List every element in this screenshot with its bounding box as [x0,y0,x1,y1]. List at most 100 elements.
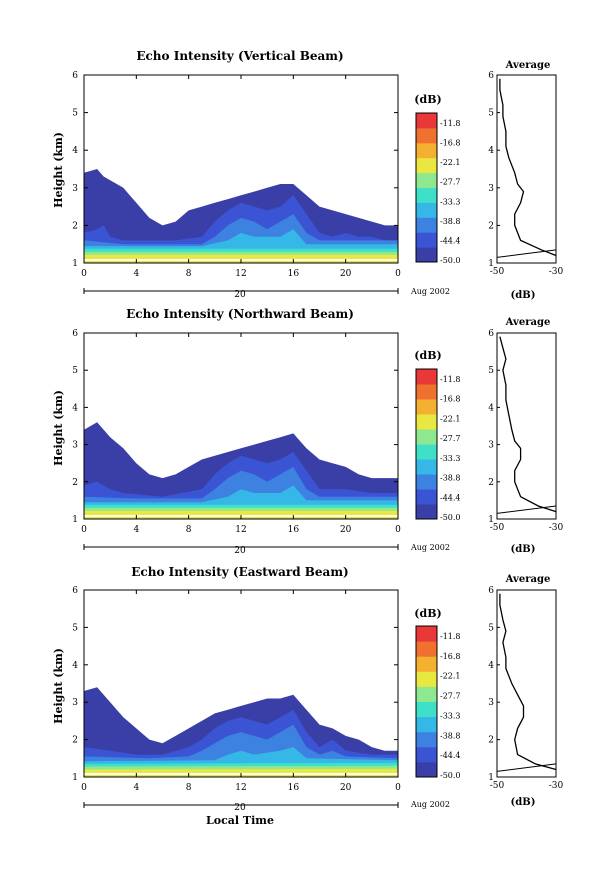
colorbar-swatch [416,247,437,263]
colorbar-swatch [416,127,437,144]
colorbar-swatch [416,686,437,702]
y-tick-label: 5 [72,366,78,376]
colorbar-swatch [416,157,437,174]
y-tick-label: 4 [72,403,78,413]
colorbar-label: -38.8 [440,731,461,740]
avg-base-line [496,763,557,772]
colorbar-frame [415,368,438,520]
colorbar-label: -50.0 [440,256,461,265]
colorbar-swatch [416,217,437,233]
colorbar-swatch [416,232,437,248]
colorbar-swatch [416,384,437,400]
colorbar-swatch [416,172,437,188]
colorbar-frame [415,112,438,263]
colorbar-label: -22.1 [440,672,461,681]
avg-frame [496,74,557,264]
echo-field [84,687,398,777]
colorbar-label: -27.7 [440,434,461,443]
colorbar-swatch [416,701,437,718]
echo-field [84,169,398,263]
colorbar-swatch [416,399,437,415]
avg-x-tick-label: -30 [549,781,564,791]
avg-profile-line [499,336,557,513]
colorbar-label: -16.8 [440,139,461,148]
colorbar-label: -27.7 [440,692,461,701]
x-tick-label: 12 [235,783,246,793]
avg-y-tick-label: 6 [488,586,494,596]
x-tick-label: 8 [186,525,192,535]
y-tick-label: 6 [72,329,78,339]
avg-xlabel: (dB) [511,544,536,555]
colorbar-label: -50.0 [440,513,461,522]
avg-frame [496,332,557,520]
x-tick-label: 4 [133,269,139,279]
x-tick-label: 4 [133,783,139,793]
avg-title: Average [505,60,551,71]
avg-profile-line [499,78,557,257]
y-tick-label: 1 [72,515,78,525]
x-tick-label: 12 [235,269,246,279]
colorbar-label: -33.3 [440,197,461,206]
colorbar-label: -16.8 [440,652,461,661]
colorbar-label: -22.1 [440,158,461,167]
y-tick-label: 2 [72,478,78,488]
x-tick-label: 8 [186,269,192,279]
colorbar-label: -50.0 [440,771,461,780]
avg-y-tick-label: 3 [488,698,494,708]
colorbar-label: -33.3 [440,711,461,720]
avg-x-tick-label: -30 [549,523,564,533]
x-tick-label: 0 [81,783,87,793]
colorbar-label: -27.7 [440,178,461,187]
y-axis-label: Height (km) [52,132,65,208]
x-axis-label: Local Time [206,814,274,827]
avg-title: Average [505,317,551,328]
avg-y-tick-label: 5 [488,109,494,119]
avg-y-tick-label: 2 [488,478,494,488]
colorbar-unit: (dB) [414,349,441,362]
avg-y-tick-label: 1 [488,515,494,525]
date-suffix: Aug 2002 [410,800,450,809]
panel-eastward-beam: Echo Intensity (Eastward Beam) Height (k… [52,565,564,827]
panel-northward-beam: Echo Intensity (Northward Beam) Height (… [52,307,564,556]
colorbar-label: -44.4 [440,236,461,245]
colorbar-label: -38.8 [440,217,461,226]
x-tick-label: 0 [395,269,401,279]
date-label: 20 [234,546,246,556]
y-tick-label: 3 [72,441,78,451]
colorbar-swatch [416,429,437,445]
y-axis-label: Height (km) [52,390,65,466]
avg-y-tick-label: 6 [488,329,494,339]
avg-x-tick-label: -50 [490,523,505,533]
avg-x-tick-label: -50 [490,781,505,791]
y-tick-label: 4 [72,661,78,671]
avg-profile-line [499,593,557,771]
panel-title: Echo Intensity (Vertical Beam) [136,49,343,63]
colorbar-label: -11.8 [440,119,461,128]
colorbar-swatch [416,369,437,385]
x-tick-label: 16 [288,783,300,793]
x-tick-label: 20 [340,525,352,535]
colorbar-swatch [416,459,437,475]
x-tick-label: 16 [288,525,300,535]
avg-y-tick-label: 5 [488,623,494,633]
colorbar-swatch [416,671,437,687]
y-tick-label: 3 [72,184,78,194]
x-tick-label: 0 [81,269,87,279]
avg-base-line [496,505,557,514]
colorbar-label: -33.3 [440,454,461,463]
avg-y-tick-label: 2 [488,221,494,231]
avg-y-tick-label: 6 [488,71,494,81]
y-tick-label: 1 [72,773,78,783]
colorbar-unit: (dB) [414,93,441,106]
colorbar-label: -16.8 [440,395,461,404]
x-tick-label: 0 [395,783,401,793]
panel-title: Echo Intensity (Northward Beam) [126,307,354,321]
y-tick-label: 4 [72,146,78,156]
colorbar-swatch [416,504,437,520]
x-tick-label: 12 [235,525,246,535]
colorbar-swatch [416,489,437,505]
avg-frame [496,589,557,778]
x-tick-label: 0 [81,525,87,535]
colorbar-swatch [416,142,437,159]
